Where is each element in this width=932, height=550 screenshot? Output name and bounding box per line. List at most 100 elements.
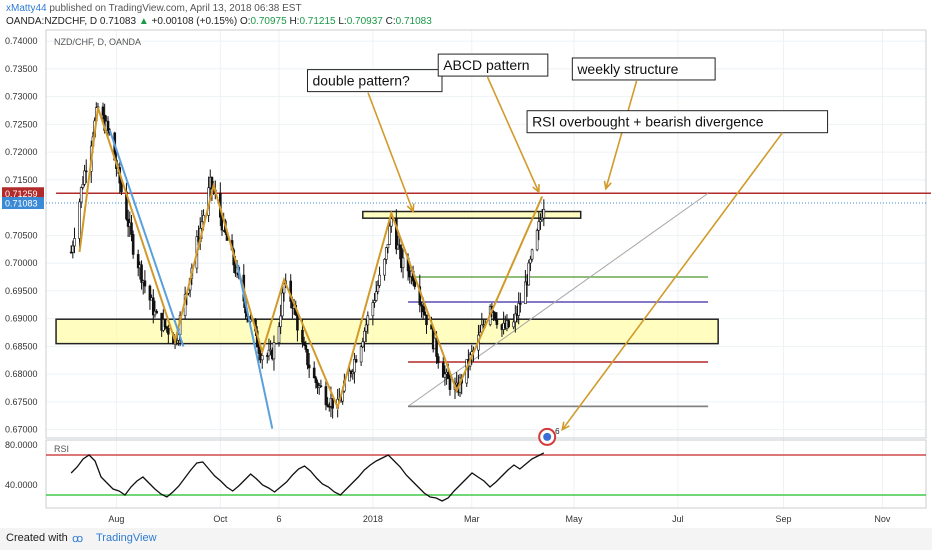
candle-body: [151, 297, 155, 316]
pattern-zigzag-line: [78, 107, 544, 411]
time-tick-label: Nov: [874, 514, 891, 524]
candle-body: [376, 285, 380, 292]
annotation-box: [306, 69, 443, 93]
candle-body: [492, 311, 495, 313]
price-tick-label: 0.68000: [5, 369, 38, 379]
price-tick-label: 0.70500: [5, 230, 38, 240]
candle-body: [279, 315, 282, 327]
candle-body: [507, 320, 510, 328]
symbol-name[interactable]: OANDA:NZDCHF, D: [6, 16, 98, 27]
candles: [69, 102, 546, 419]
candle-body: [143, 280, 147, 287]
candle-body: [302, 341, 306, 346]
candle-body: [443, 373, 447, 378]
candle-body: [312, 367, 316, 379]
candle-body: [517, 303, 520, 316]
candle-body: [514, 313, 517, 323]
annotation-4: RSI overbought + bearish divergence: [526, 110, 829, 432]
time-tick-label: 6: [276, 514, 281, 524]
open-value: 0.70975: [250, 16, 287, 27]
annotation-text: RSI overbought + bearish divergence: [532, 114, 764, 130]
candle-body: [512, 321, 515, 328]
candle-body: [359, 346, 363, 363]
candle-body: [306, 349, 309, 366]
candle-body: [351, 371, 355, 374]
tradingview-logo-icon[interactable]: ꝏ: [72, 533, 84, 545]
annotation-text: weekly structure: [576, 61, 678, 77]
close-label: C:: [385, 16, 396, 27]
candle-body: [389, 218, 393, 227]
rsi-axis: 80.0000 40.0000: [5, 440, 38, 490]
candle-body: [136, 254, 140, 269]
candle-body: [524, 281, 527, 305]
candle-body: [167, 328, 170, 335]
candle-body: [378, 274, 381, 286]
author-link[interactable]: xMatty44: [6, 3, 47, 14]
publish-info: published on TradingView.com, April 13, …: [46, 3, 302, 14]
tradingview-link[interactable]: TradingView: [96, 532, 157, 544]
candle-body: [371, 302, 375, 317]
rsi-pane-frame: [45, 439, 927, 509]
price-tick-label: 0.70000: [5, 258, 38, 268]
candle-body: [163, 319, 167, 327]
candle-body: [420, 304, 423, 307]
event-badge-count: 6: [555, 427, 560, 436]
annotation-box: [526, 110, 829, 134]
footer-bar: Created with ꝏ TradingView: [0, 528, 932, 550]
candle-body: [81, 183, 85, 188]
candle-body: [539, 219, 542, 222]
price-tick-label: 0.71500: [5, 175, 38, 185]
candle-body: [366, 315, 370, 326]
annotation-2: ABCD pattern: [437, 53, 549, 194]
rsi-tick-label: 80.0000: [5, 440, 38, 450]
change-arrow-icon: ▲: [138, 16, 149, 27]
candle-body: [281, 292, 284, 317]
annotation-box: [437, 53, 549, 77]
price-tick-label: 0.73500: [5, 64, 38, 74]
candle-body: [319, 385, 323, 387]
price-tag-bg: [2, 187, 44, 200]
chart-header: xMatty44 published on TradingView.com, A…: [0, 0, 932, 30]
symbol-line: OANDA:NZDCHF, D 0.71083 ▲ +0.00108 (+0.1…: [6, 16, 432, 27]
price-tick-label: 0.72000: [5, 147, 38, 157]
candle-body: [383, 259, 386, 276]
zone-box-2: [362, 210, 582, 219]
candle-body: [155, 310, 158, 314]
price-tag-label: 0.71083: [5, 199, 38, 209]
candle-body: [395, 218, 398, 250]
annotation-arrowhead: [603, 180, 612, 191]
candle-body: [314, 377, 318, 384]
candle-body: [140, 264, 143, 283]
candle-body: [120, 182, 123, 193]
annotation-1: double pattern?: [306, 69, 443, 214]
price-tag-bg: [2, 197, 44, 210]
candle-body: [413, 280, 417, 287]
candle-body: [386, 244, 390, 249]
candle-body: [374, 291, 378, 301]
annotation-text: ABCD pattern: [443, 57, 529, 73]
price-tick-label: 0.69000: [5, 314, 38, 324]
candle-body: [101, 106, 105, 116]
annotation-arrow: [486, 76, 540, 193]
publish-line: xMatty44 published on TradingView.com, A…: [6, 3, 302, 14]
candle-body: [260, 355, 264, 361]
zone-box-1: [55, 318, 719, 345]
candle-body: [267, 349, 271, 357]
candle-body: [373, 300, 376, 303]
close-value: 0.71083: [395, 16, 432, 27]
time-tick-label: Mar: [464, 514, 480, 524]
candle-body: [364, 324, 368, 332]
candle-body: [165, 326, 168, 329]
blue-trend-line: [236, 262, 274, 429]
price-tick-label: 0.73000: [5, 92, 38, 102]
time-tick-label: Oct: [213, 514, 228, 524]
annotation-box: [571, 57, 716, 81]
price-tick-label: 0.68500: [5, 341, 38, 351]
candle-body: [304, 344, 308, 350]
high-value: 0.71215: [299, 16, 336, 27]
open-label: O:: [239, 16, 251, 27]
candle-body: [331, 397, 334, 409]
candle-body: [530, 249, 534, 260]
candle-body: [493, 312, 497, 320]
candle-body: [540, 217, 544, 221]
